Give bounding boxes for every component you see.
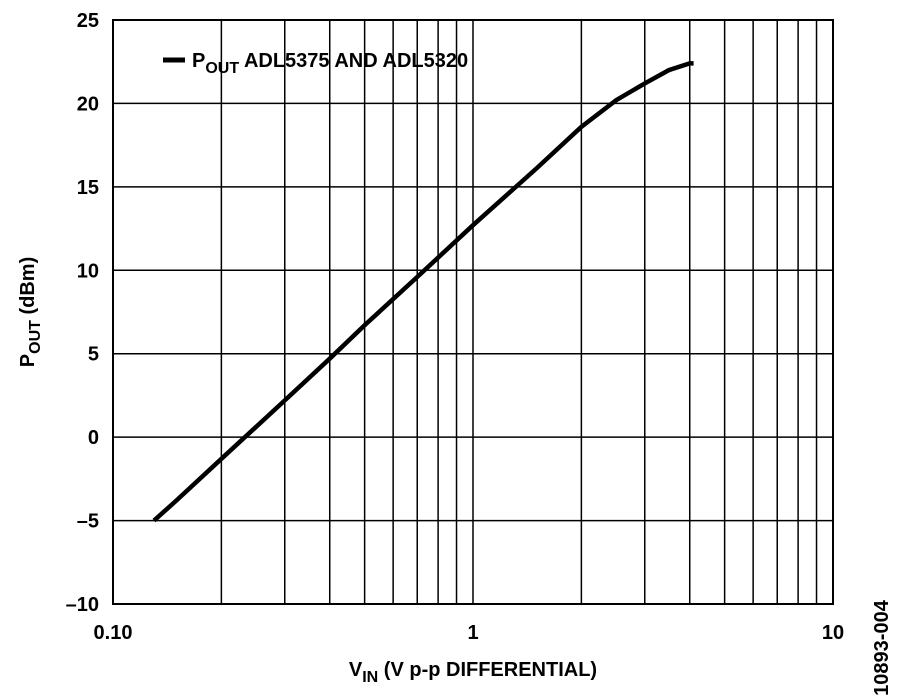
y-tick-label: 5 [88,344,99,366]
plot-frame [112,19,834,605]
y-tick-label: 10 [77,260,99,282]
y-tick-label: –10 [66,594,99,616]
y-axis-label-sub: OUT [27,320,44,354]
x-axis-label-sub: IN [362,669,378,686]
x-tick-label: 1 [467,622,478,644]
data-line [152,61,694,523]
legend-text: P [192,50,205,72]
y-axis-label-rest: (dBm) [17,257,39,320]
x-axis-label-rest: (V p-p DIFFERENTIAL) [378,659,597,681]
y-axis-label: POUT (dBm) [17,257,44,367]
y-tick-label: 20 [77,93,99,115]
y-tick-label: 0 [88,427,99,449]
legend-sub: OUT [205,60,239,77]
y-tick-label: –5 [77,511,99,533]
y-axis-label-main: P [17,354,39,367]
y-tick-label: 25 [77,10,99,32]
x-tick-label: 10 [822,622,844,644]
side-note: 10893-004 [871,599,893,696]
x-axis-label-main: V [349,659,363,681]
y-tick-label: 15 [77,177,99,199]
legend-label: POUT ADL5375 AND ADL5320 [192,50,468,77]
x-tick-label: 0.10 [94,622,133,644]
x-axis-label: VIN (V p-p DIFFERENTIAL) [349,659,597,686]
legend-text: ADL5375 AND ADL5320 [239,50,468,72]
